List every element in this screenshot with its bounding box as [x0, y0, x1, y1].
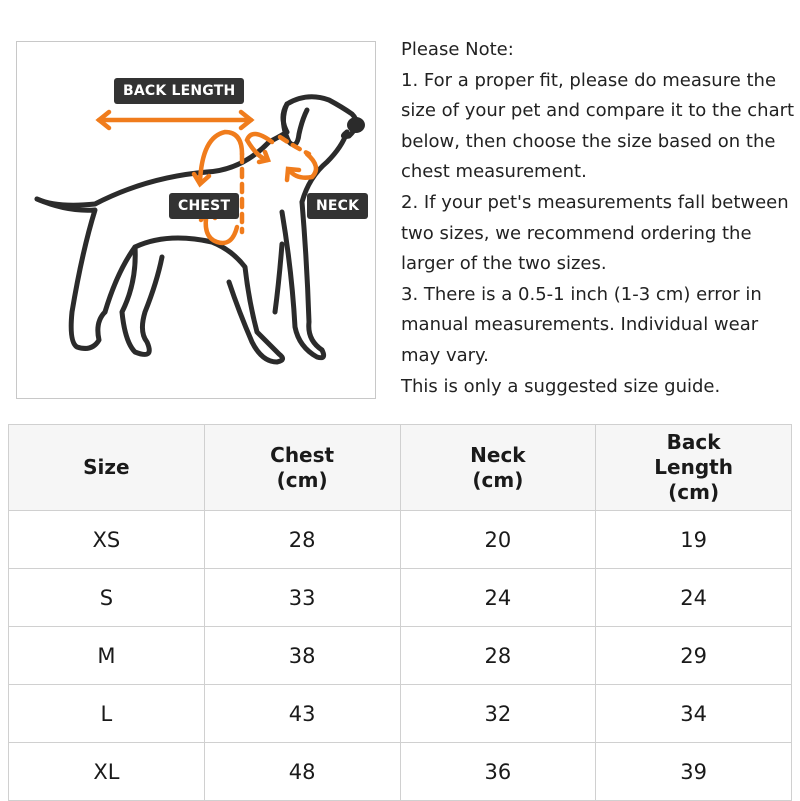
notes-line: 3. There is a 0.5-1 inch (1-3 cm) error …	[401, 283, 762, 305]
dog-measurement-illustration: BACK LENGTH CHEST NECK	[16, 41, 376, 399]
table-row: L 43 32 34	[8, 684, 792, 743]
notes-line: may vary.	[401, 344, 489, 366]
cell-chest: 43	[203, 684, 401, 743]
header-back-length: Back Length (cm)	[595, 424, 792, 511]
back-length-label: BACK LENGTH	[114, 78, 245, 104]
cell-size: M	[8, 626, 205, 685]
cell-chest: 28	[203, 510, 401, 569]
size-chart-table: Size Chest (cm) Neck (cm) Back Length (cm) X…	[8, 424, 792, 801]
cell-back-length: 19	[595, 510, 792, 569]
cell-back-length: 24	[595, 568, 792, 627]
notes-line: below, then choose the size based on the	[401, 130, 776, 152]
notes-line: chest measurement.	[401, 161, 587, 183]
chest-label: CHEST	[169, 193, 240, 219]
cell-back-length: 29	[595, 626, 792, 685]
cell-back-length: 34	[595, 684, 792, 743]
cell-back-length: 39	[595, 742, 792, 801]
notes-line: Please Note:	[401, 39, 514, 60]
cell-chest: 48	[203, 742, 401, 801]
notes-line: two sizes, we recommend ordering the	[401, 222, 752, 244]
notes-line: size of your pet and compare it to the c…	[401, 100, 795, 122]
header-chest: Chest (cm)	[203, 424, 401, 511]
cell-size: XL	[8, 742, 205, 801]
size-notes: Please Note: 1. For a proper fit, please…	[401, 35, 796, 402]
cell-neck: 20	[399, 510, 597, 569]
notes-line: larger of the two sizes.	[401, 253, 607, 275]
table-row: S 33 24 24	[8, 568, 792, 627]
cell-size: L	[8, 684, 205, 743]
header-neck: Neck (cm)	[399, 424, 597, 511]
notes-line: This is only a suggested size guide.	[401, 375, 721, 397]
cell-size: S	[8, 568, 205, 627]
table-header-row: Size Chest (cm) Neck (cm) Back Length (cm)	[8, 424, 792, 511]
cell-neck: 24	[399, 568, 597, 627]
header-size: Size	[8, 424, 205, 511]
neck-label: NECK	[307, 193, 369, 219]
notes-line: 2. If your pet's measurements fall betwe…	[401, 191, 789, 213]
cell-chest: 33	[203, 568, 401, 627]
cell-neck: 32	[399, 684, 597, 743]
dog-outline-icon	[34, 94, 365, 365]
notes-line: manual measurements. Individual wear	[401, 314, 759, 336]
cell-chest: 38	[203, 626, 401, 685]
cell-size: XS	[8, 510, 205, 569]
table-row: XS 28 20 19	[8, 510, 792, 569]
cell-neck: 28	[399, 626, 597, 685]
table-row: XL 48 36 39	[8, 742, 792, 801]
table-row: M 38 28 29	[8, 626, 792, 685]
notes-line: 1. For a proper fit, please do measure t…	[401, 69, 777, 91]
cell-neck: 36	[399, 742, 597, 801]
